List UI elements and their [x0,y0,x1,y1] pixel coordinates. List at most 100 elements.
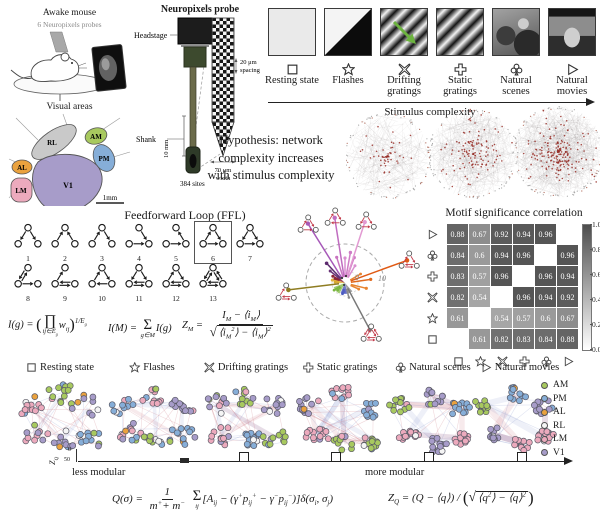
network-graph-4 [296,383,381,454]
motif-number: 9 [63,294,67,303]
heatmap-row-icon [427,266,438,287]
heatmap-cell-diagonal [491,287,512,307]
heatmap-col-icons [447,352,579,370]
svg-text:384 sites: 384 sites [180,180,205,188]
stimulus-axis-arrowhead [586,98,595,106]
stimulus-symbol-triangle [548,60,596,76]
drift-direction-arrow [392,20,416,44]
panel-header-label: Static gratings [316,362,378,373]
square-icon [453,357,463,366]
radial-svg: 0 10 [275,207,420,342]
mouse-panel-subtitle: 6 Neuropixels probes [37,20,102,29]
motif-number: 5 [174,254,178,263]
bowtie-icon [397,63,411,76]
stimulus-axis-label: Stimulus complexity [384,106,476,118]
mini-motif-3 [355,211,377,230]
awake-mouse-illustration [8,28,130,107]
stimulus-thumbnail-square [268,8,316,56]
heatmap-cell: 0.54 [469,287,490,307]
colorbar-tick-label: 0.4 [592,295,600,304]
f-im-rhs: I(g) [155,323,172,335]
motif-9: 9 [47,262,83,303]
stimulus-thumbnail-bowtie [380,8,428,56]
motif-12: 12 [158,262,194,303]
heatmap-cell: 0.94 [491,245,512,265]
hairball-network-1 [345,113,431,199]
svg-text:RL: RL [47,139,57,147]
heatmap-row-icons [427,224,438,350]
panel-header-label: Flashes [143,362,175,373]
less-modular-label: less modular [72,467,126,478]
f-zm-lhs: ZM = [182,319,203,333]
hypothesis-line2: complexity increases [218,150,324,165]
triangle-icon [567,63,578,76]
heatmap-cell: 0.96 [513,245,534,265]
motif-10: 10 [84,262,120,303]
colorbar-tick-label: 0.0 [592,345,600,354]
f-im-opsub: g∈M [140,332,155,339]
motif-number: 7 [248,254,252,263]
heatmap-cell: 0.67 [469,224,490,244]
radial-tick-0: 0 [355,273,359,282]
formula-zscore-motif: ZM = IM − ⟨iM⟩ √ ⟨iM2⟩ − ⟨iM⟩2 [182,310,277,341]
square-icon [27,363,36,372]
motif-number: 12 [172,294,180,303]
bowtie-icon [427,292,438,303]
f-q-num: 1 [161,486,174,500]
visual-areas-map: RL AM PM AL LM V1 1mm [8,112,132,225]
heatmap-cell-diagonal [535,245,556,265]
stimulus-item-plus: Static gratings [436,8,484,98]
svg-text:width: width [216,175,232,182]
svg-text:spacing: spacing [240,67,261,74]
stimulus-symbol-square [268,60,316,75]
colorbar-tick [590,274,592,275]
f-q-rhs: [Aij − (γ+pij+ − γ−pij−)]δ(σi, σj) [202,492,333,508]
f-zq-open-paren: ( [462,488,469,508]
legend-dot-RL [541,422,548,429]
f-ig-opsub: ij∈Eg [42,328,58,337]
more-modular-label: more modular [365,467,425,478]
motif-7-diagram [236,223,264,248]
mouse-panel-title: Awake mouse [42,8,97,18]
heatmap-cell: 0.82 [491,329,512,349]
formula-motif-intensity: I(g) = (∏ ij∈Eg wij)1/Eg [8,314,87,336]
heatmap-cell: 0.96 [535,266,556,286]
hypothesis-line3: with stimulus complexity [207,168,335,182]
heatmap-cell: 0.88 [447,224,468,244]
heatmap-row-icon [427,245,438,266]
legend-dot-AM [541,381,548,389]
probe-title: Neuropixels probe [160,4,240,15]
panel-header-bowtie: Drifting gratings [204,362,288,373]
heatmap-cell: 0.6 [535,308,556,328]
network-graph-2 [108,385,199,448]
motif-11-diagram [125,263,153,288]
motif-number: 4 [137,254,141,263]
network-cluster-panels [0,372,600,467]
modularity-tick-0: 0 [68,447,71,453]
f-zm-den-body: ⟨iM2⟩ − ⟨iM⟩2 [216,324,273,341]
f-zm-fraction: IM − ⟨iM⟩ √ ⟨iM2⟩ − ⟨iM⟩2 [208,310,275,341]
heatmap-cell: 0.88 [557,329,578,349]
modularity-axis-line [78,461,566,463]
f-ig-open-paren: ( [36,315,42,334]
hairball-network-3 [512,105,600,198]
heatmap-cell-diagonal [557,224,578,244]
stimulus-label: Natural scenes [500,75,532,98]
mini-motif-4 [398,250,420,269]
heatmap-cell: 0.83 [447,266,468,286]
f-ig-op: ∏ [43,313,57,329]
legend-item-LM: LM [541,434,567,444]
stimulus-thumbnail-star [324,8,372,56]
triangle-icon [428,229,438,240]
svg-text:Shank: Shank [136,135,156,144]
panel-header-club: Natural scenes [395,362,471,373]
svg-text:10 mm: 10 mm [163,140,170,158]
star-icon [341,62,355,76]
panel-header-label: Drifting gratings [217,362,289,373]
f-ig-lhs: I(g) = [8,319,34,331]
colorbar-tick [590,349,592,350]
stimulus-item-star: Flashes [324,8,372,86]
triangle-icon [564,356,574,367]
